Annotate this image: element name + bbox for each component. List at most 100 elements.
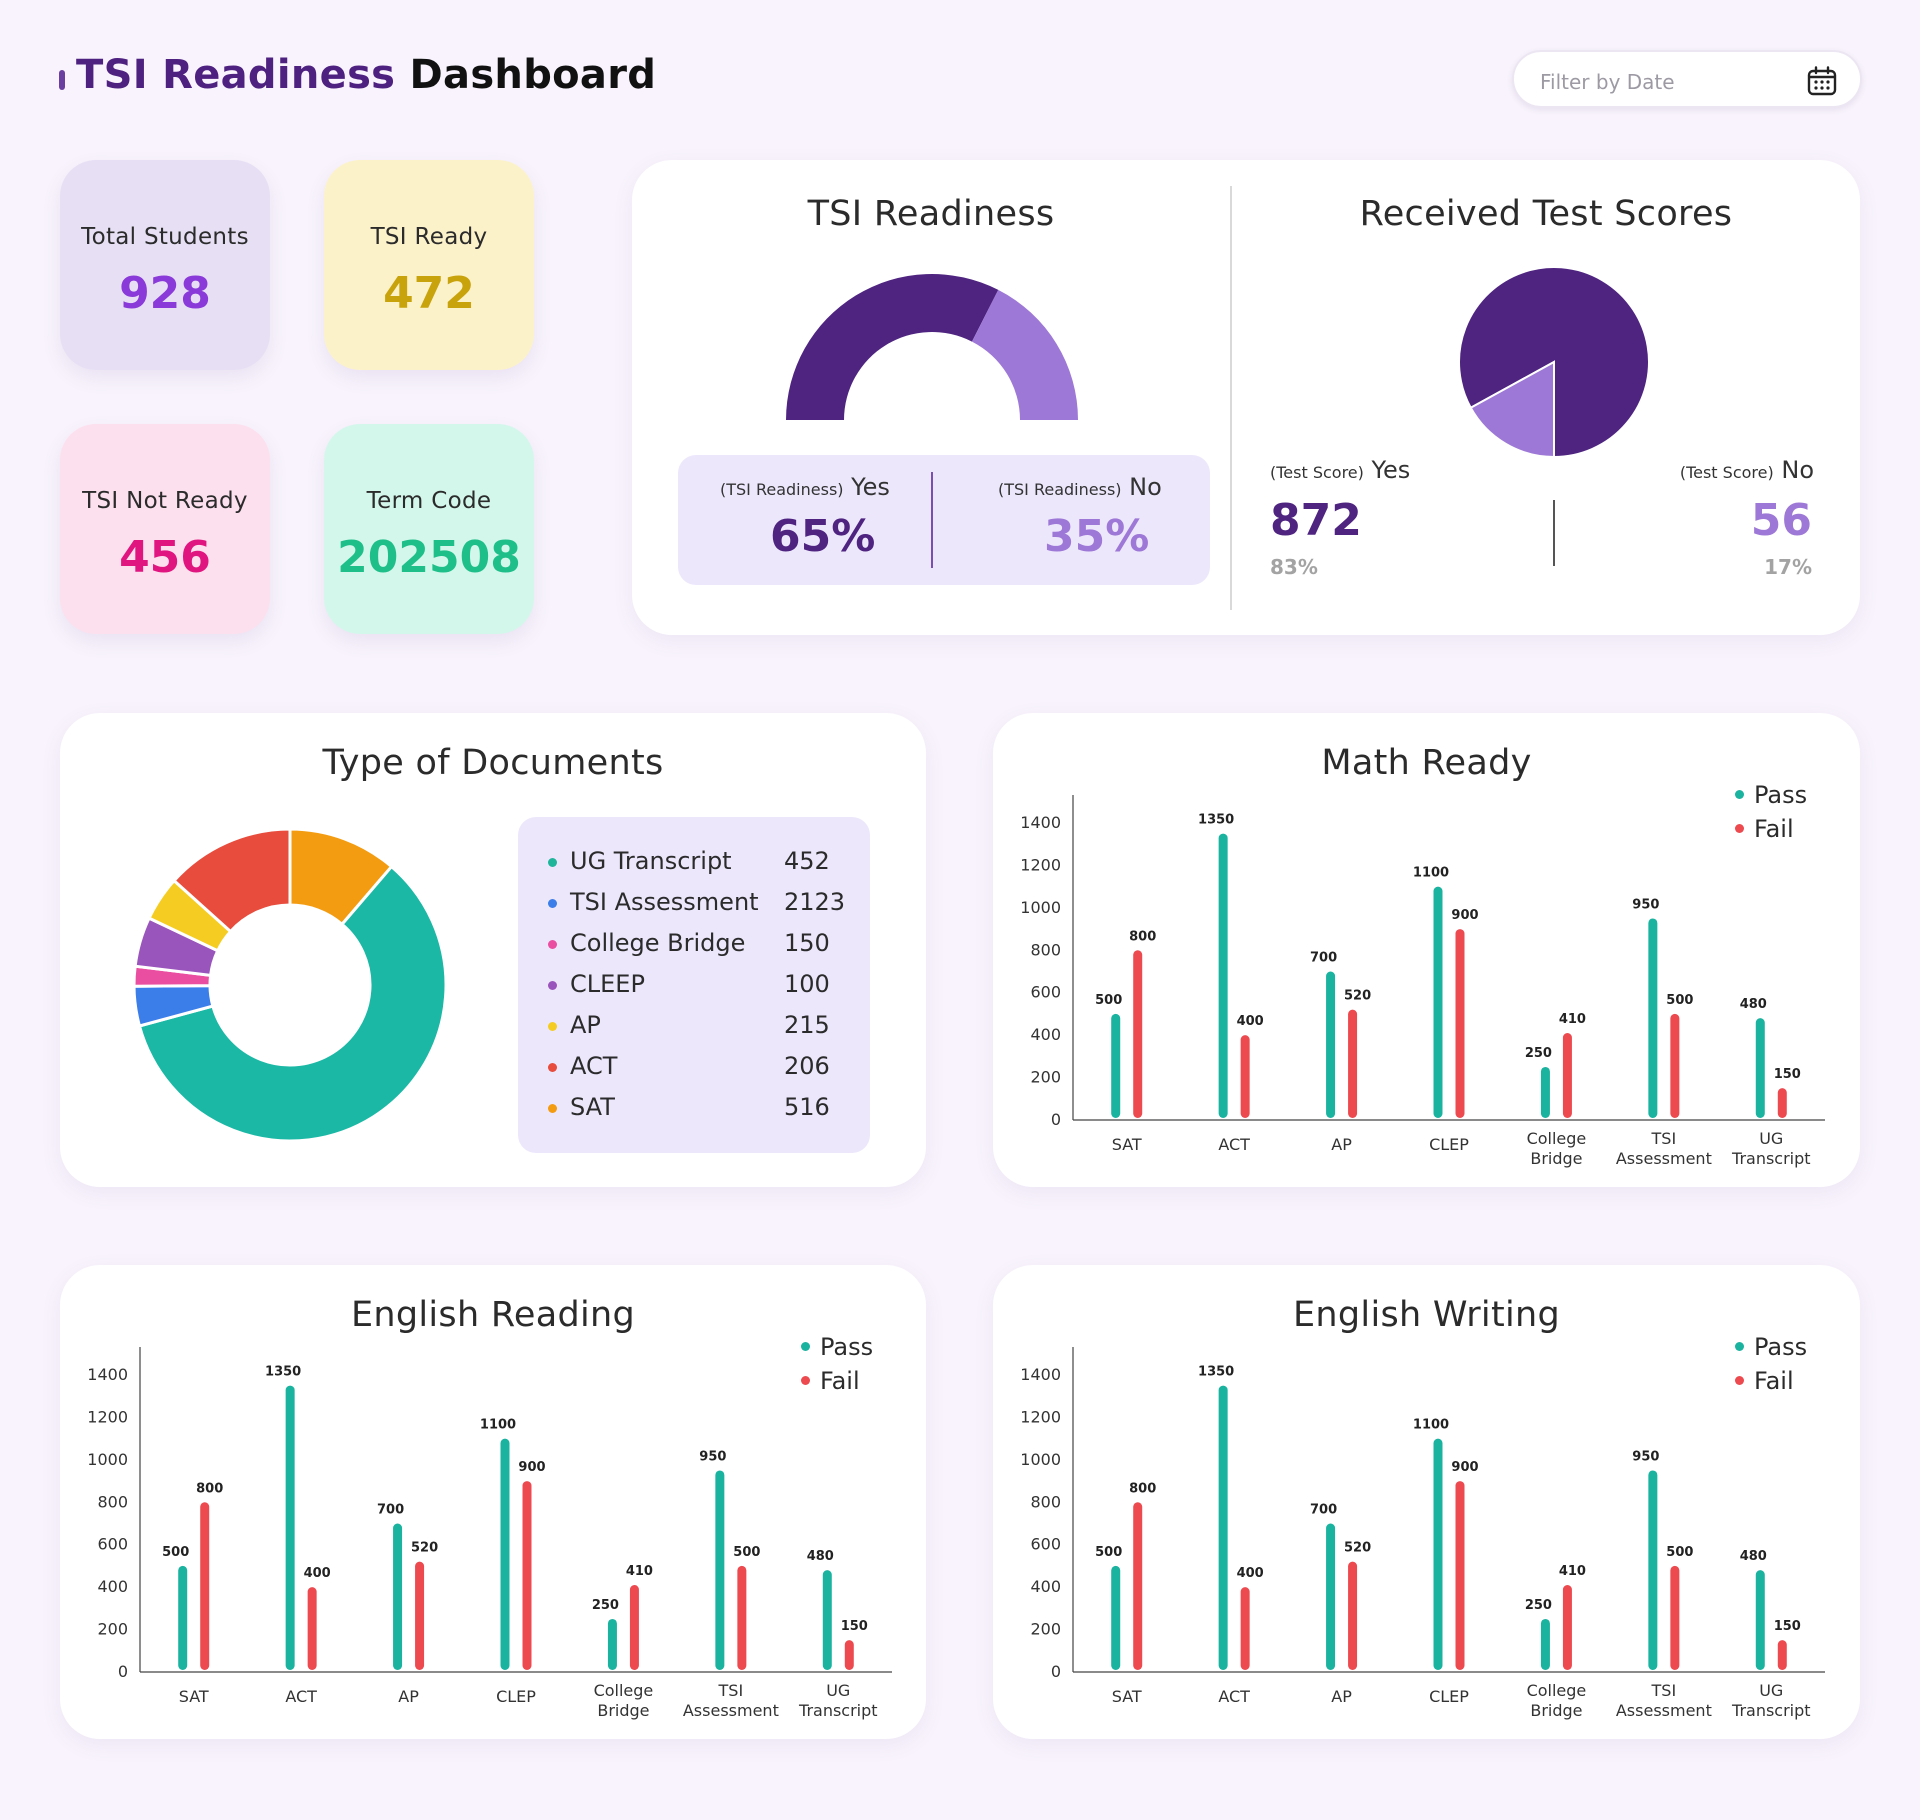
legend-item-sat: SAT 516 bbox=[548, 1093, 848, 1123]
legend-value: 452 bbox=[784, 847, 830, 875]
math-ready-bar-chart: 0 200 400 600 800 1000 1200 1400 500 800 SAT 1350 40… bbox=[1020, 795, 1825, 1168]
bar-pass bbox=[1648, 1470, 1658, 1670]
x-tick-label: Assessment bbox=[683, 1701, 779, 1720]
bar-pass bbox=[1326, 971, 1336, 1118]
kpi-term-code-label: Term Code bbox=[366, 488, 492, 514]
bar-pass bbox=[1755, 1570, 1765, 1670]
kpi-tsi-ready-value: 472 bbox=[383, 268, 475, 319]
test-scores-no-prefix: (Test Score) bbox=[1679, 463, 1774, 482]
kpi-total-students-label: Total Students bbox=[81, 224, 249, 250]
math-legend-pass: Pass bbox=[1735, 781, 1807, 809]
reading-legend-pass: Pass bbox=[801, 1333, 873, 1361]
tsi-readiness-no-label: (TSI Readiness) No bbox=[998, 473, 1162, 501]
bar-pass bbox=[393, 1523, 403, 1670]
y-tick-label: 1400 bbox=[1020, 813, 1061, 832]
y-tick-label: 1000 bbox=[1020, 898, 1061, 917]
legend-value: 516 bbox=[784, 1093, 830, 1121]
bar-pass bbox=[1218, 1385, 1228, 1670]
legend-value: 150 bbox=[784, 929, 830, 957]
bar-data-label: 520 bbox=[1344, 1541, 1371, 1556]
page-title-part1: TSI Readiness bbox=[76, 52, 396, 98]
english-reading-panel: English Reading Pass Fail 0 200 400 600 800 1… bbox=[60, 1265, 926, 1739]
bar-pass bbox=[1540, 1618, 1550, 1670]
bar-fail bbox=[1133, 1502, 1143, 1670]
panel-divider bbox=[1230, 186, 1232, 610]
bar-pass bbox=[500, 1438, 510, 1670]
bar-data-label: 410 bbox=[626, 1564, 653, 1579]
y-tick-label: 1400 bbox=[87, 1365, 128, 1384]
english-writing-panel: English Writing Pass Fail 0 200 400 600 800 1… bbox=[993, 1265, 1860, 1739]
tsi-readiness-no-prefix: (TSI Readiness) bbox=[998, 480, 1122, 499]
bar-data-label: 500 bbox=[1666, 1545, 1693, 1560]
test-scores-yes-label: (Test Score) Yes bbox=[1270, 456, 1410, 484]
bar-data-label: 950 bbox=[699, 1449, 726, 1464]
test-scores-no-percent: 17% bbox=[1764, 555, 1812, 579]
legend-label: AP bbox=[570, 1011, 601, 1039]
test-scores-yes-prefix: (Test Score) bbox=[1270, 463, 1364, 482]
bar-data-label: 800 bbox=[1129, 929, 1156, 944]
readiness-scores-panel: TSI Readiness (TSI Readiness) Yes 65% (T… bbox=[632, 160, 1860, 635]
kpi-total-students-value: 928 bbox=[119, 268, 211, 319]
x-tick-label: UG bbox=[826, 1681, 850, 1700]
date-filter-input[interactable]: Filter by Date bbox=[1512, 50, 1862, 108]
legend-item-ug-transcript: UG Transcript 452 bbox=[548, 847, 848, 877]
bar-data-label: 900 bbox=[1451, 908, 1478, 923]
english-reading-title: English Reading bbox=[350, 1295, 636, 1335]
legend-dot bbox=[801, 1375, 810, 1385]
y-tick-label: 400 bbox=[97, 1577, 128, 1596]
english-reading-bar-chart: 0 200 400 600 800 1000 1200 1400 500 800 SAT 1350 40… bbox=[87, 1347, 892, 1720]
legend-label: College Bridge bbox=[570, 929, 746, 957]
bar-pass bbox=[822, 1570, 832, 1670]
test-scores-no-value: 56 bbox=[1750, 495, 1812, 546]
x-tick-label: Transcript bbox=[798, 1701, 878, 1720]
bar-data-label: 800 bbox=[1129, 1481, 1156, 1496]
x-tick-label: Bridge bbox=[1530, 1701, 1582, 1720]
x-tick-label: TSI bbox=[1651, 1681, 1677, 1700]
y-tick-label: 1400 bbox=[1020, 1365, 1061, 1384]
bar-fail bbox=[1133, 950, 1143, 1118]
kpi-tsi-not-ready-card: TSI Not Ready 456 bbox=[60, 424, 270, 634]
bar-data-label: 250 bbox=[592, 1598, 619, 1613]
documents-title: Type of Documents bbox=[322, 743, 664, 783]
legend-dot bbox=[1735, 1341, 1744, 1351]
math-ready-panel: Math Ready Pass Fail 0 200 400 600 800 1000 12… bbox=[993, 713, 1860, 1187]
y-tick-label: 1000 bbox=[87, 1450, 128, 1469]
x-tick-label: TSI bbox=[718, 1681, 744, 1700]
test-scores-no-text: No bbox=[1781, 456, 1814, 484]
y-tick-label: 600 bbox=[1030, 983, 1061, 1002]
x-tick-label: UG bbox=[1759, 1129, 1783, 1148]
y-tick-label: 1200 bbox=[1020, 855, 1061, 874]
x-tick-label: SAT bbox=[1112, 1135, 1142, 1154]
legend-dot bbox=[1735, 789, 1744, 799]
kpi-tsi-not-ready-label: TSI Not Ready bbox=[82, 488, 248, 514]
date-filter-placeholder: Filter by Date bbox=[1540, 70, 1675, 94]
bar-fail bbox=[522, 1481, 532, 1670]
x-tick-label: SAT bbox=[1112, 1687, 1142, 1706]
test-scores-yes-value: 872 bbox=[1270, 495, 1362, 546]
x-tick-label: ACT bbox=[1218, 1687, 1250, 1706]
document-types-panel: Type of Documents UG Transcript 452 TSI As… bbox=[60, 713, 926, 1187]
bar-pass bbox=[1326, 1523, 1336, 1670]
bar-pass bbox=[1433, 1438, 1443, 1670]
y-tick-label: 1200 bbox=[87, 1407, 128, 1426]
bar-pass bbox=[1433, 886, 1443, 1118]
legend-dot bbox=[548, 1022, 557, 1031]
legend-label: CLEEP bbox=[570, 970, 645, 998]
bar-data-label: 700 bbox=[1310, 951, 1337, 966]
y-tick-label: 800 bbox=[1030, 1492, 1061, 1511]
tsi-readiness-yes-value: 65% bbox=[770, 511, 876, 562]
bar-data-label: 1100 bbox=[1413, 1418, 1449, 1433]
bar-pass bbox=[1111, 1013, 1121, 1118]
tsi-readiness-title: TSI Readiness bbox=[807, 194, 1055, 234]
calendar-icon[interactable] bbox=[1806, 65, 1838, 97]
bar-data-label: 400 bbox=[1237, 1014, 1264, 1029]
bar-data-label: 700 bbox=[1310, 1503, 1337, 1518]
kpi-term-code-card: Term Code 202508 bbox=[324, 424, 534, 634]
legend-fail-label: Fail bbox=[1754, 1367, 1794, 1395]
bar-fail bbox=[1670, 1565, 1680, 1670]
bar-data-label: 950 bbox=[1632, 1449, 1659, 1464]
legend-dot bbox=[1735, 1375, 1744, 1385]
math-ready-title: Math Ready bbox=[1321, 743, 1532, 783]
bar-pass bbox=[1218, 833, 1228, 1118]
tsi-readiness-yes-label: (TSI Readiness) Yes bbox=[720, 473, 890, 501]
